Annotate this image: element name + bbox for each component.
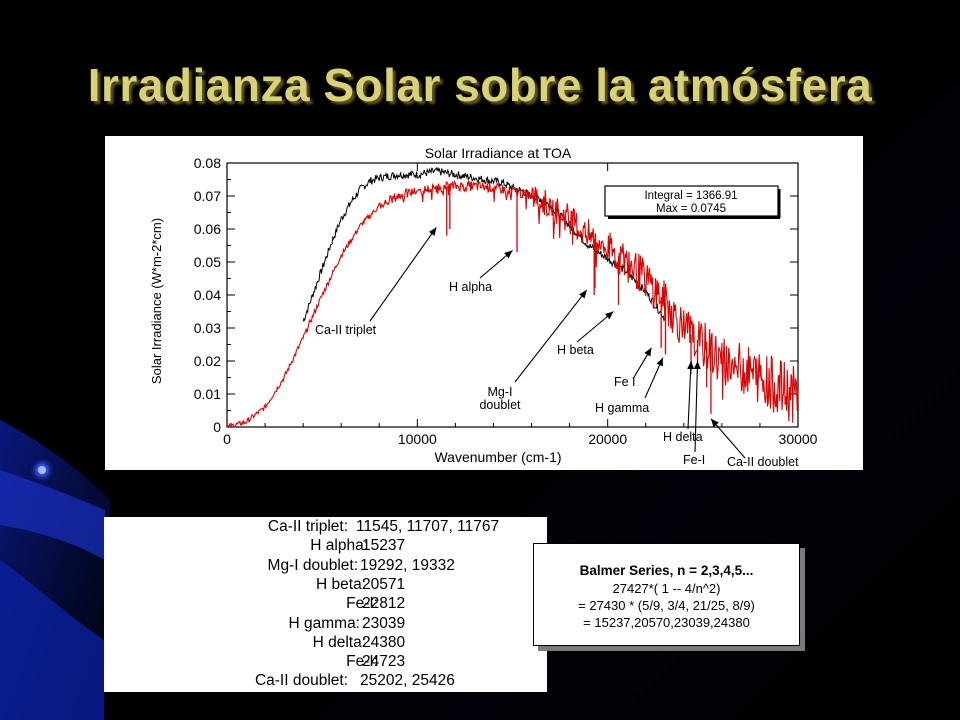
x-axis-label: Wavenumber (cm-1) <box>434 449 561 465</box>
table-row: Fe-I: 24723 <box>104 652 547 672</box>
annotation-label: H alpha <box>449 280 492 294</box>
y-tick-label: 0.01 <box>194 386 221 402</box>
annotation-label-2: doublet <box>479 398 521 412</box>
red-series-line <box>226 179 799 428</box>
irradiance-chart-panel: Solar Irradiance at TOA Solar Irradiance… <box>105 136 863 470</box>
line-name: Ca-II triplet: <box>267 518 348 535</box>
line-value: 19292, 19332 <box>360 556 455 574</box>
x-tick-label: 30000 <box>779 431 818 447</box>
annotation-label: Fe-I <box>683 453 705 467</box>
y-tick-label: 0.08 <box>194 155 221 171</box>
line-name: H delta: <box>312 633 366 651</box>
table-row: H gamma: 23039 <box>104 614 547 634</box>
balmer-heading: Balmer Series, n = 2,3,4,5... <box>579 563 754 578</box>
arrow-head <box>710 418 719 428</box>
arrow-head <box>428 227 437 236</box>
annotation-label: Ca-II doublet <box>727 455 799 469</box>
line-value: 25202, 25426 <box>360 672 455 690</box>
table-row: Fe-I: 22812 <box>104 594 547 614</box>
balmer-series-box: Balmer Series, n = 2,3,4,5... 27427*( 1 … <box>533 543 800 646</box>
arrow-head <box>644 347 652 357</box>
y-tick-label: 0.07 <box>194 188 221 204</box>
slide-title: Irradianza Solar sobre la atmósfera <box>87 59 873 111</box>
x-tick-label: 20000 <box>588 431 627 447</box>
y-axis-label: Solar Irradiance (W*m-2*cm) <box>149 218 164 384</box>
line-value: 24380 <box>362 633 406 651</box>
table-row: Mg-I doublet: 19292, 19332 <box>104 556 547 576</box>
integral-box: Integral = 1366.91 Max = 0.0745 <box>604 185 781 219</box>
line-value: 11545, 11707, 11767 <box>356 518 500 535</box>
max-text: Max = 0.0745 <box>656 203 726 215</box>
arrow-head <box>656 357 663 367</box>
balmer-line-2: = 27430 * (5/9, 3/4, 21/25, 8/9) <box>578 598 755 613</box>
annotation-label: Mg-I <box>488 385 513 399</box>
line-name: H beta: <box>316 575 366 593</box>
line-name: Fe-I: <box>346 595 378 613</box>
integral-text: Integral = 1366.91 <box>644 190 737 202</box>
y-tick-label: 0.05 <box>194 254 221 270</box>
table-row: Ca-II triplet: 11545, 11707, 11767 <box>104 517 547 537</box>
y-tick-label: 0.04 <box>194 287 221 303</box>
line-name: Ca-II doublet: <box>254 672 348 690</box>
arrow-head <box>604 311 614 320</box>
x-tick-label: 10000 <box>398 431 437 447</box>
line-value: 20571 <box>362 575 406 593</box>
chart-axes: 0 0.01 0.02 0.03 0.04 0.05 0.06 0.07 0.08 0 10000 2… <box>194 155 818 447</box>
annotation-arrow <box>694 360 699 453</box>
annotation-label: H beta <box>557 343 594 357</box>
y-tick-label: 0.06 <box>194 221 221 237</box>
balmer-line-1: 27427*( 1 -- 4/n^2) <box>612 581 721 596</box>
annotation-label: H gamma <box>595 401 649 415</box>
spectral-lines-table: Ca-II triplet: 11545, 11707, 11767 H alpha… <box>104 517 547 692</box>
annotation-arrow <box>687 360 692 430</box>
line-name: H gamma: <box>288 614 361 632</box>
line-value: 23039 <box>362 614 406 632</box>
annotation-arrow <box>710 418 746 459</box>
line-value: 15237 <box>362 537 406 555</box>
line-value: 22812 <box>362 595 406 613</box>
y-tick-label: 0 <box>213 419 221 435</box>
table-row: H delta: 24380 <box>104 633 547 653</box>
arrow-head <box>687 361 695 370</box>
chart-series <box>226 166 799 428</box>
annotation-label: Fe I <box>614 375 636 389</box>
line-value: 24723 <box>362 653 406 671</box>
annotation-arrow <box>514 289 588 383</box>
y-tick-label: 0.03 <box>194 320 221 336</box>
irradiance-chart: Solar Irradiance at TOA Solar Irradiance… <box>149 145 818 469</box>
annotation-label: Ca-II triplet <box>315 323 377 337</box>
y-tick-label: 0.02 <box>194 353 221 369</box>
table-row: H alpha: 15237 <box>104 536 547 556</box>
arrow-head <box>579 290 587 299</box>
annotation-arrow <box>369 227 437 322</box>
chart-title: Solar Irradiance at TOA <box>425 145 572 161</box>
arrow-head <box>504 250 513 259</box>
line-name: Fe-I: <box>346 653 378 671</box>
balmer-line-3: = 15237,20570,23039,24380 <box>583 615 750 630</box>
line-name: H alpha: <box>310 537 368 555</box>
line-name: Mg-I doublet: <box>267 556 358 574</box>
arrow-head <box>693 361 701 370</box>
table-row: H beta: 20571 <box>104 575 547 595</box>
annotation-label: H delta <box>663 430 703 444</box>
x-tick-label: 0 <box>223 431 231 447</box>
table-row: Ca-II doublet: 25202, 25426 <box>104 671 547 691</box>
black-series-line <box>302 166 666 323</box>
